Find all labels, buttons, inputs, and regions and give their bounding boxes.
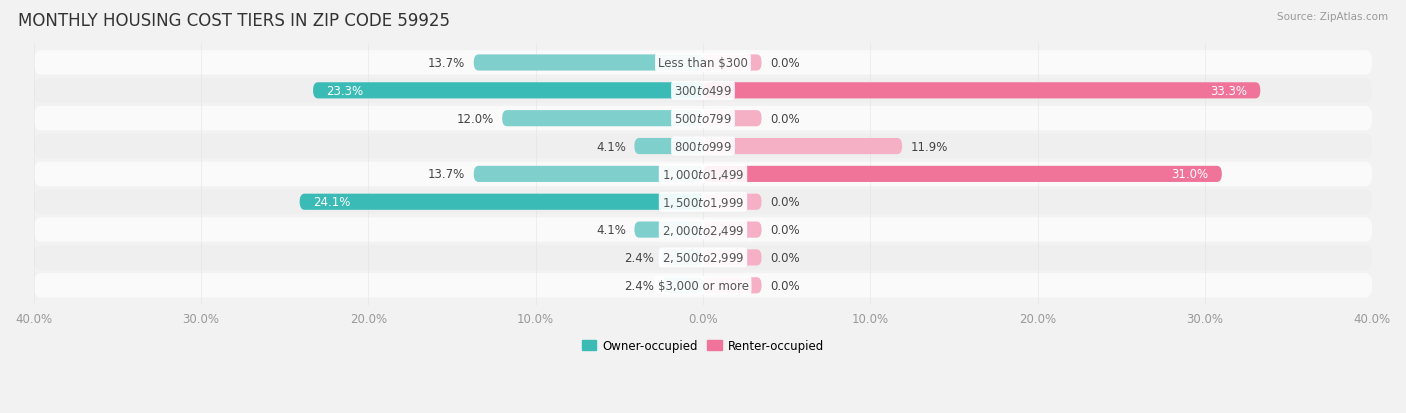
FancyBboxPatch shape: [34, 162, 1372, 187]
Text: $1,500 to $1,999: $1,500 to $1,999: [662, 195, 744, 209]
Text: 24.1%: 24.1%: [314, 196, 350, 209]
FancyBboxPatch shape: [34, 51, 1372, 76]
Text: 11.9%: 11.9%: [911, 140, 948, 153]
Text: 0.0%: 0.0%: [770, 279, 800, 292]
Text: $800 to $999: $800 to $999: [673, 140, 733, 153]
Text: $300 to $499: $300 to $499: [673, 85, 733, 97]
FancyBboxPatch shape: [34, 190, 1372, 214]
Text: Less than $300: Less than $300: [658, 57, 748, 70]
FancyBboxPatch shape: [703, 166, 1222, 183]
FancyBboxPatch shape: [703, 83, 1260, 99]
FancyBboxPatch shape: [703, 250, 762, 266]
Text: 2.4%: 2.4%: [624, 279, 654, 292]
Text: 4.1%: 4.1%: [596, 223, 626, 237]
FancyBboxPatch shape: [474, 166, 703, 183]
Text: Source: ZipAtlas.com: Source: ZipAtlas.com: [1277, 12, 1388, 22]
FancyBboxPatch shape: [662, 278, 703, 294]
FancyBboxPatch shape: [314, 83, 703, 99]
FancyBboxPatch shape: [703, 111, 762, 127]
Text: $2,500 to $2,999: $2,500 to $2,999: [662, 251, 744, 265]
FancyBboxPatch shape: [34, 135, 1372, 159]
FancyBboxPatch shape: [703, 139, 903, 155]
FancyBboxPatch shape: [34, 79, 1372, 103]
FancyBboxPatch shape: [703, 222, 762, 238]
Text: 13.7%: 13.7%: [427, 168, 465, 181]
Text: 13.7%: 13.7%: [427, 57, 465, 70]
Text: MONTHLY HOUSING COST TIERS IN ZIP CODE 59925: MONTHLY HOUSING COST TIERS IN ZIP CODE 5…: [18, 12, 450, 30]
FancyBboxPatch shape: [299, 194, 703, 210]
Text: 0.0%: 0.0%: [770, 223, 800, 237]
Text: 4.1%: 4.1%: [596, 140, 626, 153]
FancyBboxPatch shape: [34, 218, 1372, 242]
FancyBboxPatch shape: [662, 250, 703, 266]
FancyBboxPatch shape: [34, 246, 1372, 270]
Text: 23.3%: 23.3%: [326, 85, 364, 97]
Text: 2.4%: 2.4%: [624, 252, 654, 264]
Text: $3,000 or more: $3,000 or more: [658, 279, 748, 292]
Text: 0.0%: 0.0%: [770, 196, 800, 209]
Text: 12.0%: 12.0%: [457, 112, 494, 126]
Text: $1,000 to $1,499: $1,000 to $1,499: [662, 168, 744, 181]
FancyBboxPatch shape: [34, 107, 1372, 131]
Text: 33.3%: 33.3%: [1211, 85, 1247, 97]
FancyBboxPatch shape: [703, 194, 762, 210]
Text: $2,000 to $2,499: $2,000 to $2,499: [662, 223, 744, 237]
Text: 0.0%: 0.0%: [770, 252, 800, 264]
Text: 31.0%: 31.0%: [1171, 168, 1208, 181]
Text: $500 to $799: $500 to $799: [673, 112, 733, 126]
FancyBboxPatch shape: [34, 273, 1372, 298]
FancyBboxPatch shape: [502, 111, 703, 127]
Text: 0.0%: 0.0%: [770, 57, 800, 70]
FancyBboxPatch shape: [703, 55, 762, 71]
FancyBboxPatch shape: [474, 55, 703, 71]
FancyBboxPatch shape: [703, 278, 762, 294]
FancyBboxPatch shape: [634, 139, 703, 155]
FancyBboxPatch shape: [634, 222, 703, 238]
Text: 0.0%: 0.0%: [770, 112, 800, 126]
Legend: Owner-occupied, Renter-occupied: Owner-occupied, Renter-occupied: [578, 334, 828, 356]
